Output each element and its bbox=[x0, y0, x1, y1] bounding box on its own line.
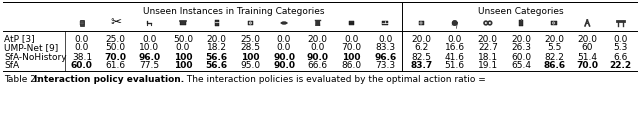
Text: 96.6: 96.6 bbox=[374, 52, 396, 61]
Circle shape bbox=[249, 22, 252, 24]
Text: 83.7: 83.7 bbox=[410, 61, 433, 70]
Bar bbox=[382, 21, 388, 25]
Text: 22.7: 22.7 bbox=[478, 44, 498, 52]
Circle shape bbox=[552, 22, 555, 24]
Text: 90.0: 90.0 bbox=[307, 52, 329, 61]
Text: 20.0: 20.0 bbox=[577, 35, 597, 44]
Bar bbox=[519, 20, 523, 26]
Text: 6.6: 6.6 bbox=[613, 52, 628, 61]
Text: 18.2: 18.2 bbox=[207, 44, 227, 52]
Text: 56.6: 56.6 bbox=[205, 52, 228, 61]
Text: 18.1: 18.1 bbox=[478, 52, 498, 61]
Text: 70.0: 70.0 bbox=[341, 44, 362, 52]
Text: Interaction policy evaluation.: Interaction policy evaluation. bbox=[34, 75, 184, 84]
Text: 86.6: 86.6 bbox=[543, 61, 565, 70]
Text: UMP-Net [9]: UMP-Net [9] bbox=[4, 44, 58, 52]
Text: 20.0: 20.0 bbox=[308, 35, 328, 44]
Text: 20.0: 20.0 bbox=[207, 35, 227, 44]
Bar bbox=[80, 24, 84, 25]
Bar bbox=[180, 21, 186, 25]
Text: 0.0: 0.0 bbox=[142, 35, 156, 44]
Ellipse shape bbox=[281, 22, 287, 24]
Text: 5.3: 5.3 bbox=[613, 44, 628, 52]
Text: 100: 100 bbox=[241, 52, 260, 61]
Text: 20.0: 20.0 bbox=[412, 35, 431, 44]
Text: The interaction policies is evaluated by the optimal action ratio =: The interaction policies is evaluated by… bbox=[184, 75, 486, 84]
Bar bbox=[248, 21, 253, 25]
Text: 0.0: 0.0 bbox=[447, 35, 462, 44]
Circle shape bbox=[452, 20, 458, 26]
Text: 61.6: 61.6 bbox=[106, 61, 125, 70]
Bar bbox=[79, 20, 84, 26]
Text: 51.4: 51.4 bbox=[577, 52, 597, 61]
Text: 28.5: 28.5 bbox=[241, 44, 260, 52]
Bar bbox=[214, 20, 219, 26]
Text: 60.0: 60.0 bbox=[511, 52, 531, 61]
Text: 51.6: 51.6 bbox=[445, 61, 465, 70]
Text: 0.0: 0.0 bbox=[176, 44, 190, 52]
Text: 60.0: 60.0 bbox=[71, 61, 93, 70]
Text: 100: 100 bbox=[173, 61, 192, 70]
Text: Unseen Categories: Unseen Categories bbox=[478, 6, 564, 15]
Text: 70.0: 70.0 bbox=[104, 52, 127, 61]
Text: 0.0: 0.0 bbox=[75, 44, 89, 52]
Text: 95.0: 95.0 bbox=[240, 61, 260, 70]
Text: 0.0: 0.0 bbox=[277, 44, 291, 52]
Polygon shape bbox=[316, 21, 320, 26]
Text: 70.0: 70.0 bbox=[576, 61, 598, 70]
Text: 83.3: 83.3 bbox=[375, 44, 396, 52]
Text: 66.6: 66.6 bbox=[308, 61, 328, 70]
Text: 56.6: 56.6 bbox=[205, 61, 228, 70]
Bar bbox=[419, 21, 424, 25]
Text: 0.0: 0.0 bbox=[378, 35, 392, 44]
Text: 60: 60 bbox=[582, 44, 593, 52]
Text: ✂: ✂ bbox=[110, 17, 121, 29]
Text: 38.1: 38.1 bbox=[72, 52, 92, 61]
Text: 25.0: 25.0 bbox=[106, 35, 125, 44]
Text: 73.3: 73.3 bbox=[375, 61, 396, 70]
Text: 6.2: 6.2 bbox=[415, 44, 429, 52]
Text: 90.0: 90.0 bbox=[273, 52, 295, 61]
Text: 0.0: 0.0 bbox=[310, 44, 325, 52]
Text: SfA-NoHistory: SfA-NoHistory bbox=[4, 52, 67, 61]
Text: SfA: SfA bbox=[4, 61, 19, 70]
Bar bbox=[551, 21, 557, 25]
Text: 20.0: 20.0 bbox=[478, 35, 498, 44]
Bar bbox=[80, 21, 84, 22]
Text: 77.5: 77.5 bbox=[139, 61, 159, 70]
Text: 20.0: 20.0 bbox=[511, 35, 531, 44]
Text: 20.0: 20.0 bbox=[544, 35, 564, 44]
Text: Table 2:: Table 2: bbox=[4, 75, 45, 84]
Text: 50.0: 50.0 bbox=[106, 44, 125, 52]
Text: 41.6: 41.6 bbox=[445, 52, 465, 61]
Bar bbox=[147, 23, 152, 24]
Text: 5.5: 5.5 bbox=[547, 44, 561, 52]
Text: 90.0: 90.0 bbox=[273, 61, 295, 70]
Text: AtP [3]: AtP [3] bbox=[4, 35, 35, 44]
Text: 100: 100 bbox=[173, 52, 192, 61]
Text: 16.6: 16.6 bbox=[445, 44, 465, 52]
Text: 0.0: 0.0 bbox=[75, 35, 89, 44]
Text: 25.0: 25.0 bbox=[241, 35, 260, 44]
Bar bbox=[349, 23, 355, 25]
Text: 82.2: 82.2 bbox=[544, 52, 564, 61]
Text: 86.0: 86.0 bbox=[341, 61, 362, 70]
Text: 26.3: 26.3 bbox=[511, 44, 531, 52]
Text: 10.0: 10.0 bbox=[139, 44, 159, 52]
Text: 96.0: 96.0 bbox=[138, 52, 160, 61]
Text: Unseen Instances in Training Categories: Unseen Instances in Training Categories bbox=[143, 6, 324, 15]
Text: 65.4: 65.4 bbox=[511, 61, 531, 70]
Text: 82.5: 82.5 bbox=[412, 52, 431, 61]
Text: 100: 100 bbox=[342, 52, 361, 61]
Bar bbox=[147, 21, 148, 23]
Circle shape bbox=[420, 22, 422, 24]
Bar bbox=[349, 21, 355, 23]
Bar bbox=[80, 22, 84, 24]
Text: 0.0: 0.0 bbox=[277, 35, 291, 44]
Text: 0.0: 0.0 bbox=[344, 35, 358, 44]
Text: 0.0: 0.0 bbox=[613, 35, 628, 44]
Text: 19.1: 19.1 bbox=[478, 61, 498, 70]
Text: 50.0: 50.0 bbox=[173, 35, 193, 44]
Text: 22.2: 22.2 bbox=[609, 61, 632, 70]
